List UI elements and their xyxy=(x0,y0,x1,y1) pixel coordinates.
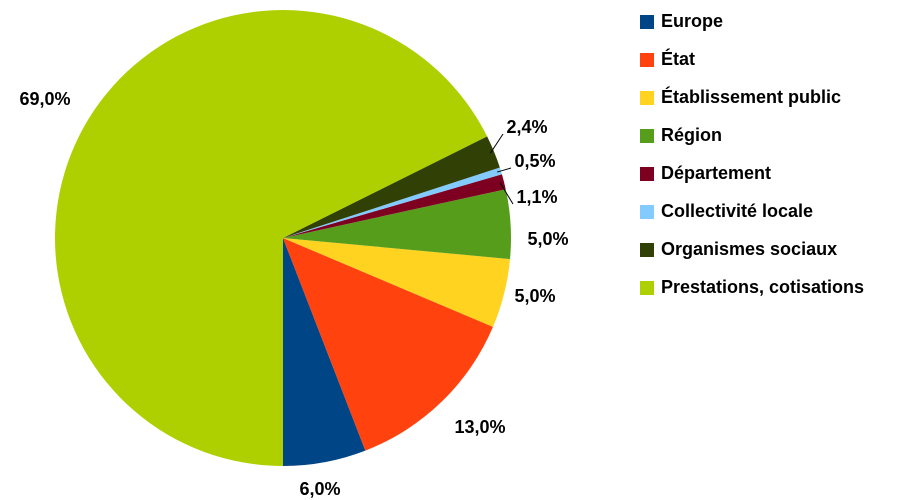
data-label: 0,5% xyxy=(514,151,555,171)
leader-line xyxy=(489,133,504,154)
legend-swatch xyxy=(640,281,654,295)
pie-slice xyxy=(283,189,512,260)
pie-slice xyxy=(283,238,511,327)
data-label: 1,1% xyxy=(516,187,557,207)
pie-slice xyxy=(283,167,502,238)
legend-label: Département xyxy=(661,163,771,183)
legend-label: Région xyxy=(661,125,722,145)
legend-label: Prestations, cotisations xyxy=(661,277,864,297)
pie-slice xyxy=(283,136,500,238)
pie-slice xyxy=(55,10,488,466)
data-label: 2,4% xyxy=(506,117,547,137)
legend-swatch xyxy=(640,243,654,257)
legend-label: Organismes sociaux xyxy=(661,239,837,259)
data-label: 5,0% xyxy=(527,229,568,249)
legend-label: Établissement public xyxy=(661,86,841,107)
leader-line xyxy=(496,167,512,173)
legend-label: Europe xyxy=(661,11,723,31)
pie-slice xyxy=(283,238,493,451)
leader-line xyxy=(499,182,514,205)
legend-swatch xyxy=(640,167,654,181)
legend-swatch xyxy=(640,91,654,105)
legend-swatch xyxy=(640,15,654,29)
data-label: 6,0% xyxy=(299,479,340,499)
data-label: 13,0% xyxy=(454,417,505,437)
pie-slice xyxy=(283,174,506,238)
legend-swatch xyxy=(640,129,654,143)
legend-swatch xyxy=(640,53,654,67)
legend-label: État xyxy=(661,48,695,69)
legend-label: Collectivité locale xyxy=(661,201,813,221)
data-label: 69,0% xyxy=(19,89,70,109)
pie-slice xyxy=(283,238,366,466)
legend-swatch xyxy=(640,205,654,219)
data-label: 5,0% xyxy=(514,286,555,306)
